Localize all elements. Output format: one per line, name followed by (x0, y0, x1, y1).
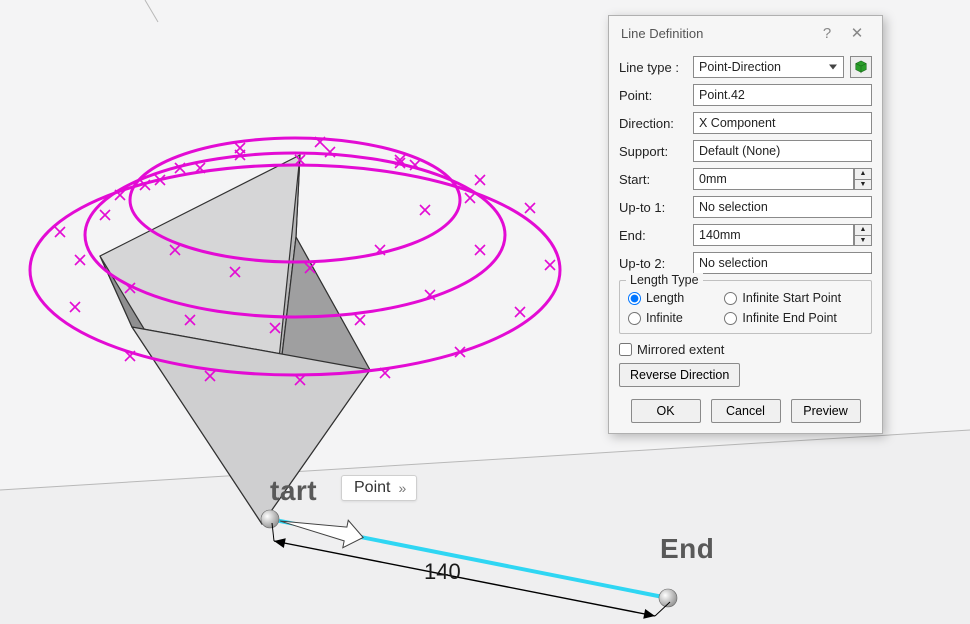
radio-length[interactable]: Length (628, 291, 720, 305)
line-definition-dialog: Line Definition ? ✕ Line type : Point-Di… (608, 15, 883, 434)
end-input[interactable]: 140mm (693, 224, 854, 246)
support-value: Default (None) (699, 144, 780, 158)
line-type-value: Point-Direction (699, 60, 781, 74)
radio-inf-end-label: Infinite End Point (742, 311, 837, 325)
reverse-direction-button[interactable]: Reverse Direction (619, 363, 740, 387)
end-label-field: End: (619, 228, 687, 243)
line-type-helper-button[interactable] (850, 56, 872, 78)
length-type-group: Length Type Length Infinite Start Point … (619, 280, 872, 334)
point-chip-label: Point (354, 479, 390, 497)
upto1-field[interactable]: No selection (693, 196, 872, 218)
upto1-value: No selection (699, 200, 768, 214)
point-chip[interactable]: Point » (341, 475, 417, 501)
radio-infinite-label: Infinite (646, 311, 683, 325)
direction-label: Direction: (619, 116, 687, 131)
start-step-up[interactable]: ▲ (854, 168, 872, 179)
start-input[interactable]: 0mm (693, 168, 854, 190)
preview-button[interactable]: Preview (791, 399, 861, 423)
mirrored-checkbox[interactable]: Mirrored extent (619, 342, 872, 357)
dialog-titlebar[interactable]: Line Definition ? ✕ (609, 16, 882, 50)
direction-field[interactable]: X Component (693, 112, 872, 134)
upto1-label: Up-to 1: (619, 200, 687, 215)
radio-inf-start[interactable]: Infinite Start Point (724, 291, 863, 305)
end-step-down[interactable]: ▼ (854, 235, 872, 247)
radio-inf-end-input[interactable] (724, 312, 737, 325)
point-value: Point.42 (699, 88, 745, 102)
radio-length-label: Length (646, 291, 684, 305)
ok-button[interactable]: OK (631, 399, 701, 423)
mirrored-label: Mirrored extent (637, 342, 724, 357)
chevron-right-icon: » (398, 480, 406, 496)
support-field[interactable]: Default (None) (693, 140, 872, 162)
radio-infinite[interactable]: Infinite (628, 311, 720, 325)
direction-value: X Component (699, 116, 775, 130)
radio-inf-start-input[interactable] (724, 292, 737, 305)
dialog-title: Line Definition (621, 26, 812, 41)
close-button[interactable]: ✕ (842, 24, 872, 42)
upto2-field[interactable]: No selection (693, 252, 872, 274)
end-value: 140mm (699, 228, 741, 242)
point-label: Point: (619, 88, 687, 103)
cancel-button[interactable]: Cancel (711, 399, 781, 423)
cube-icon (854, 60, 868, 74)
help-button[interactable]: ? (812, 25, 842, 42)
line-type-dropdown[interactable]: Point-Direction (693, 56, 844, 78)
radio-inf-start-label: Infinite Start Point (742, 291, 841, 305)
line-type-label: Line type : (619, 60, 687, 75)
radio-length-input[interactable] (628, 292, 641, 305)
radio-infinite-input[interactable] (628, 312, 641, 325)
support-label: Support: (619, 144, 687, 159)
start-label-field: Start: (619, 172, 687, 187)
radio-inf-end[interactable]: Infinite End Point (724, 311, 863, 325)
length-type-legend: Length Type (626, 273, 703, 287)
upto2-label: Up-to 2: (619, 256, 687, 271)
mirrored-checkbox-input[interactable] (619, 343, 632, 356)
point-field[interactable]: Point.42 (693, 84, 872, 106)
upto2-value: No selection (699, 256, 768, 270)
start-step-down[interactable]: ▼ (854, 179, 872, 191)
start-value: 0mm (699, 172, 727, 186)
end-step-up[interactable]: ▲ (854, 224, 872, 235)
